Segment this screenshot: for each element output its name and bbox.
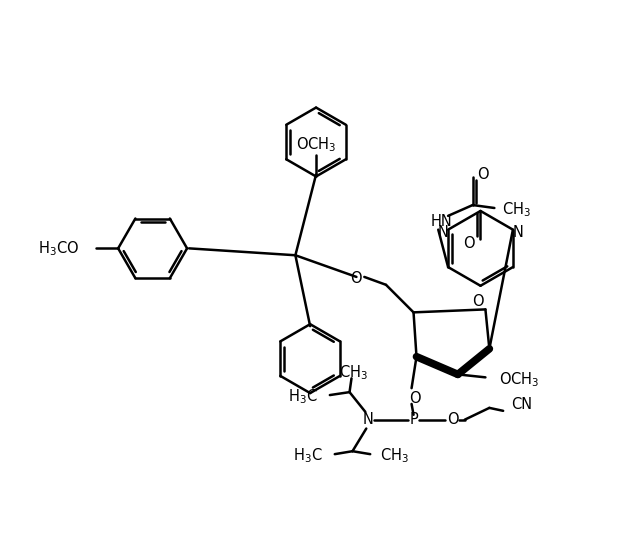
Text: OCH$_3$: OCH$_3$ — [499, 370, 540, 389]
Text: O: O — [463, 236, 474, 251]
Text: O: O — [472, 294, 483, 309]
Text: H$_3$C: H$_3$C — [289, 388, 318, 406]
Text: CH$_3$: CH$_3$ — [502, 200, 531, 219]
Text: N: N — [513, 225, 524, 240]
Text: HN: HN — [430, 214, 452, 229]
Text: N: N — [363, 412, 374, 427]
Text: N: N — [438, 225, 449, 240]
Text: CN: CN — [511, 397, 532, 413]
Text: H$_3$CO: H$_3$CO — [38, 239, 79, 258]
Text: O: O — [477, 167, 488, 182]
Text: O: O — [409, 390, 420, 406]
Text: OCH$_3$: OCH$_3$ — [296, 136, 336, 154]
Text: CH$_3$: CH$_3$ — [339, 363, 368, 382]
Text: H$_3$C: H$_3$C — [293, 447, 323, 465]
Text: P: P — [409, 412, 418, 427]
Text: CH$_3$: CH$_3$ — [380, 447, 409, 465]
Text: O: O — [447, 412, 459, 427]
Text: O: O — [351, 272, 362, 286]
